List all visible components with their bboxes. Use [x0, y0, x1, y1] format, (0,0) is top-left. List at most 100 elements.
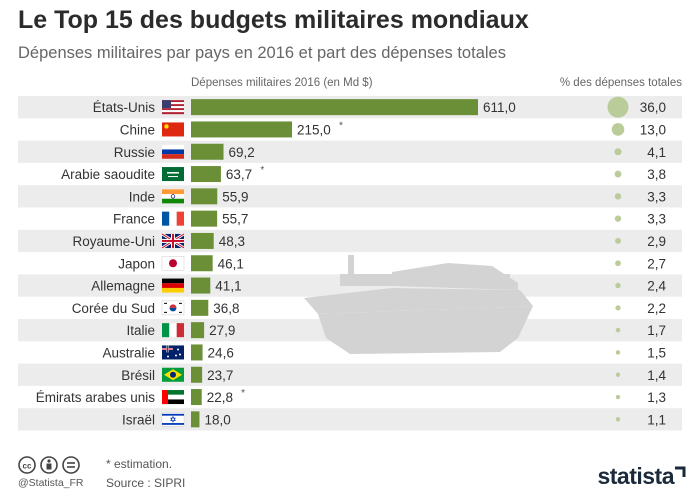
estimation-note: * estimation. [106, 457, 173, 471]
bar-value-label: 18,0 [204, 412, 230, 427]
category-label: Chine [120, 122, 155, 137]
category-label: Corée du Sud [72, 301, 155, 316]
bar-value-label: 611,0 [483, 100, 516, 115]
bar-value-label: 55,7 [222, 212, 248, 227]
flag-italy-icon [162, 323, 184, 338]
bar [191, 188, 218, 205]
category-label: Allemagne [91, 279, 155, 294]
category-label: France [113, 212, 155, 227]
share-value-label: 1,1 [647, 412, 666, 427]
share-bubble [607, 96, 629, 118]
share-value-label: 1,3 [647, 390, 666, 405]
bar [191, 121, 292, 138]
bar [191, 143, 224, 160]
share-column-header: % des dépenses totales [559, 77, 682, 89]
category-label: Arabie saoudite [61, 167, 155, 182]
bar-value-label: 48,3 [219, 234, 245, 249]
share-bubble [615, 372, 621, 377]
flag-japan-icon [161, 256, 185, 271]
share-value-label: 4,1 [647, 145, 666, 160]
table-row: Israël 18,0 1,1 [122, 411, 666, 428]
share-bubble [615, 394, 621, 400]
share-bubble [614, 193, 622, 200]
table-row: Allemagne 41,1 2,4 [91, 277, 666, 294]
category-label: Royaume-Uni [72, 234, 155, 249]
row-band [18, 363, 682, 386]
category-label: Japon [118, 256, 155, 271]
share-value-label: 2,7 [647, 256, 666, 271]
share-bubble [611, 123, 625, 136]
share-value-label: 36,0 [640, 100, 666, 115]
table-row: Russie 69,2 4,1 [114, 143, 666, 160]
table-row: Arabie saoudite 63,7 * 3,8 [61, 165, 666, 183]
share-bubble [614, 148, 622, 156]
flag-israel-icon [161, 412, 185, 427]
table-row: Royaume-Uni 48,3 2,9 [72, 232, 666, 250]
table-row: France 55,7 3,3 [113, 210, 666, 227]
bar [191, 411, 200, 428]
share-value-label: 2,4 [647, 279, 666, 294]
bar-value-label: 22,8 [207, 390, 233, 405]
statista-logo: statista [597, 463, 674, 489]
share-value-label: 3,8 [647, 167, 666, 182]
share-bubble [615, 282, 621, 289]
flag-south-korea-icon [161, 300, 185, 316]
bar [191, 389, 202, 406]
share-value-label: 13,0 [640, 122, 666, 137]
row-band [18, 408, 682, 431]
bar [191, 166, 221, 183]
category-label: États-Unis [93, 100, 156, 115]
table-row: Chine 215,0 * 13,0 [120, 120, 666, 138]
share-value-label: 2,2 [647, 301, 666, 316]
flag-usa-icon [162, 100, 184, 115]
flag-saudi-arabia-icon [162, 167, 184, 182]
share-bubble [614, 215, 622, 222]
flag-australia-icon [162, 345, 184, 360]
bar-value-label: 55,9 [222, 189, 248, 204]
table-row: Émirats arabes unis 22,8 * 1,3 [36, 388, 666, 406]
table-row: Brésil 23,7 1,4 [121, 366, 666, 383]
bar [191, 366, 203, 383]
bar [191, 99, 478, 116]
bar-value-label: 27,9 [209, 323, 235, 338]
share-bubble [615, 237, 621, 244]
category-label: Australie [102, 345, 155, 360]
source-note: Source : SIPRI [106, 476, 186, 490]
flag-uae-icon [162, 390, 184, 405]
share-value-label: 2,9 [647, 234, 666, 249]
bar-value-label: 36,8 [213, 301, 239, 316]
category-label: Inde [129, 189, 155, 204]
share-bubble [615, 260, 621, 267]
bar [191, 299, 209, 316]
bar-value-label: 215,0 [297, 122, 331, 137]
flag-china-icon [162, 122, 184, 137]
bar-value-label: 69,2 [229, 145, 255, 160]
svg-text:cc: cc [23, 462, 32, 471]
share-bubble [615, 417, 621, 422]
table-row: États-Unis 611,0 36,0 [93, 96, 666, 118]
share-bubble [615, 305, 621, 311]
bar [191, 277, 211, 294]
creative-commons-icon: cc [18, 456, 36, 474]
category-label: Brésil [121, 368, 155, 383]
bar-value-label: 46,1 [218, 256, 244, 271]
chart-title: Le Top 15 des budgets militaires mondiau… [18, 6, 529, 34]
bar-value-label: 41,1 [215, 279, 241, 294]
flag-russia-icon [162, 144, 184, 159]
license-icons: cc [18, 455, 88, 480]
tank-watermark-icon [304, 255, 533, 354]
category-label: Italie [126, 323, 155, 338]
flag-uk-icon [161, 232, 185, 250]
share-value-label: 3,3 [647, 212, 666, 227]
bar [191, 322, 205, 339]
share-value-label: 1,7 [647, 323, 666, 338]
bar [191, 344, 203, 361]
table-row: Japon 46,1 2,7 [118, 255, 666, 272]
share-bubble [614, 170, 622, 178]
flag-india-icon [162, 189, 184, 204]
flag-germany-icon [162, 278, 184, 293]
estimate-marker: * [241, 388, 245, 399]
share-value-label: 1,4 [647, 368, 666, 383]
share-bubble [615, 327, 621, 333]
